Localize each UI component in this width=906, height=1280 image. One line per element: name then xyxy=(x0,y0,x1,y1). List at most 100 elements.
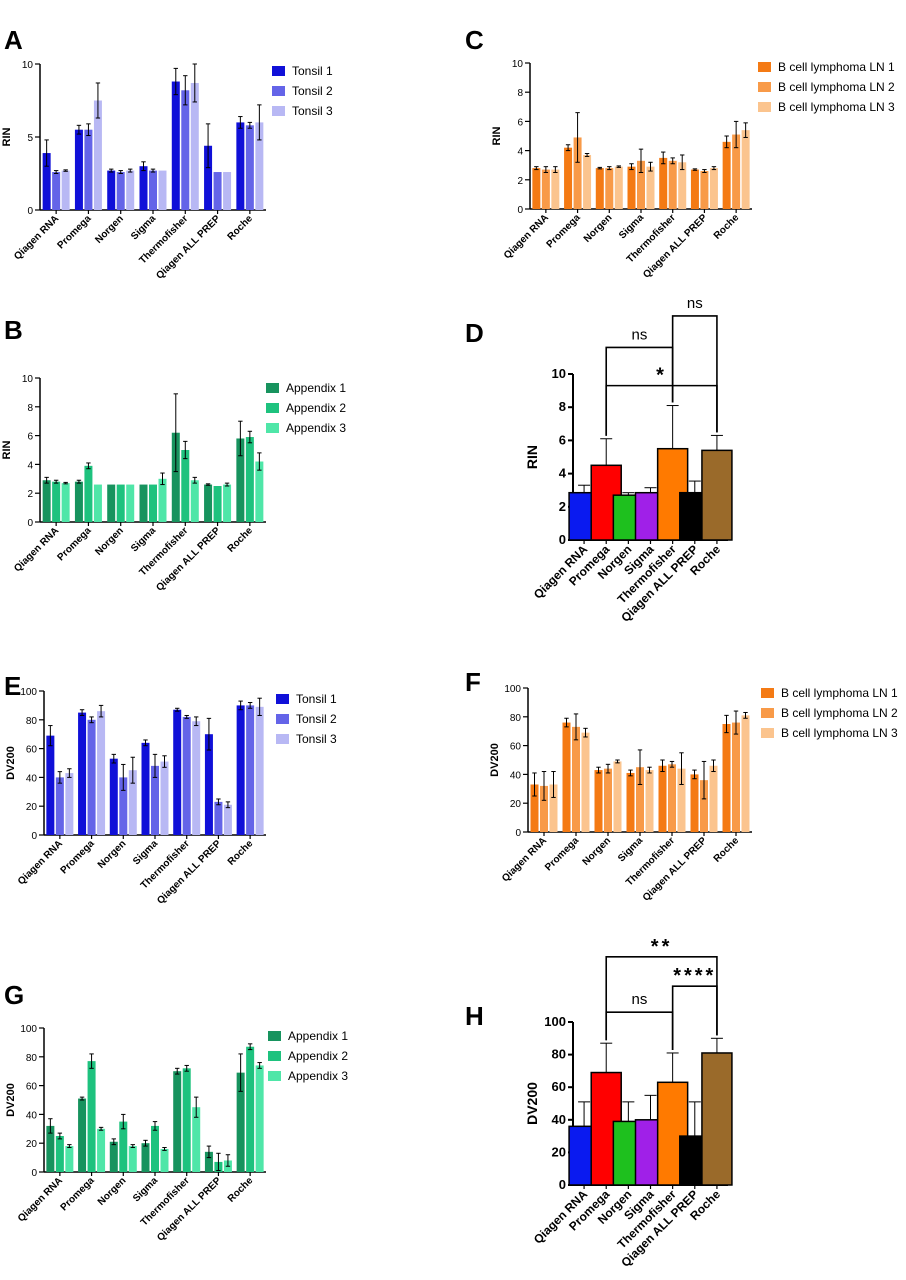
bar xyxy=(204,734,213,835)
bar xyxy=(192,1107,201,1172)
y-tick-label: 80 xyxy=(26,716,38,727)
significance-label: ns xyxy=(632,326,648,343)
y-tick-label: 0 xyxy=(517,205,523,216)
x-tick-label: Promega xyxy=(545,212,583,250)
bar xyxy=(116,484,125,522)
bar xyxy=(78,712,87,835)
panel-letter: C xyxy=(465,25,484,55)
y-tick-label: 20 xyxy=(26,1139,38,1150)
legend: Appendix 1 Appendix 2 Appendix 3 xyxy=(268,1029,348,1083)
x-tick-label: Norgen xyxy=(582,212,615,245)
x-tick-label: Qiagen RNA xyxy=(502,212,551,261)
legend: Appendix 1 Appendix 2 Appendix 3 xyxy=(266,381,346,435)
x-tick-label: Qiagen RNA xyxy=(16,1175,65,1224)
bar xyxy=(42,480,51,522)
legend-swatch xyxy=(268,1051,281,1061)
significance-label: * xyxy=(656,365,667,387)
bar xyxy=(668,160,677,209)
bar xyxy=(732,722,740,832)
bracket-line xyxy=(605,346,674,436)
y-axis-label: RIN xyxy=(1,127,13,146)
bar xyxy=(65,773,74,835)
y-tick-label: 8 xyxy=(27,403,33,414)
significance-bracket: ** xyxy=(605,936,718,1041)
bar xyxy=(65,1146,74,1172)
y-tick-label: 2 xyxy=(517,176,523,187)
y-axis-label: DV200 xyxy=(489,743,501,777)
bar xyxy=(126,170,135,210)
bar-group-thermofisher xyxy=(173,707,201,835)
bar xyxy=(658,765,667,832)
bar xyxy=(192,721,201,835)
panel-letter: H xyxy=(465,1001,484,1031)
bar xyxy=(158,478,167,522)
panel-letter: E xyxy=(4,671,21,701)
significance-label: **** xyxy=(673,965,716,987)
panel-letter: B xyxy=(4,315,23,345)
bar xyxy=(171,432,180,522)
x-tick-label: Sigma xyxy=(129,213,158,242)
panel-letter: G xyxy=(4,980,24,1010)
bar xyxy=(171,81,180,211)
significance-bracket: ns xyxy=(671,295,718,433)
y-tick-label: 60 xyxy=(552,1079,566,1094)
x-tick-label: Promega xyxy=(59,838,97,876)
bar xyxy=(562,722,571,832)
x-tick-label: Sigma xyxy=(129,525,158,554)
bar xyxy=(93,100,102,210)
bar xyxy=(61,483,70,522)
bar xyxy=(97,1128,106,1172)
y-tick-label: 80 xyxy=(26,1053,38,1064)
bar-group-qiagen-all-prep xyxy=(204,123,232,210)
bar xyxy=(97,711,106,835)
y-tick-label: 6 xyxy=(27,432,33,443)
bar xyxy=(722,724,731,832)
significance-bracket: **** xyxy=(671,965,718,1051)
y-tick-label: 0 xyxy=(27,518,33,529)
bar-group-qiagen-rna xyxy=(530,771,558,832)
significance-label: ns xyxy=(687,295,703,312)
bar-group-roche xyxy=(236,1043,264,1172)
bar xyxy=(646,166,655,209)
bar-group-thermofisher xyxy=(171,63,199,211)
bar xyxy=(645,770,654,832)
x-tick-label: Promega xyxy=(59,1175,97,1213)
bar xyxy=(109,758,118,835)
bar xyxy=(613,761,622,832)
panel-letter: D xyxy=(465,318,484,348)
legend-swatch xyxy=(272,66,285,76)
legend-swatch xyxy=(758,62,771,72)
bar xyxy=(255,706,264,835)
x-tick-label: Qiagen RNA xyxy=(12,213,61,262)
bar-group-norgen xyxy=(107,168,135,210)
bar xyxy=(245,437,254,522)
x-tick-label: Roche xyxy=(712,835,742,865)
bar xyxy=(701,1052,733,1186)
bar xyxy=(158,170,167,210)
y-axis-label: RIN xyxy=(524,445,540,469)
bar xyxy=(246,1046,255,1172)
legend-swatch xyxy=(268,1071,281,1081)
bar xyxy=(532,168,541,209)
bar-group-roche xyxy=(236,697,264,835)
bar xyxy=(223,172,232,210)
bar xyxy=(84,129,93,210)
y-axis-label: RIN xyxy=(491,126,503,145)
bar xyxy=(190,82,199,210)
bar-group-norgen xyxy=(595,165,623,209)
bar-group-qiagen-rna xyxy=(532,166,560,209)
x-tick-label: Sigma xyxy=(131,1175,160,1204)
bar xyxy=(722,141,731,209)
legend-label: Tonsil 2 xyxy=(292,84,333,98)
x-tick-label: Roche xyxy=(226,838,256,868)
legend-swatch xyxy=(758,102,771,112)
legend-label: Tonsil 3 xyxy=(296,732,337,746)
bar xyxy=(173,709,182,835)
x-tick-label: Qiagen ALL PREP xyxy=(154,525,223,594)
